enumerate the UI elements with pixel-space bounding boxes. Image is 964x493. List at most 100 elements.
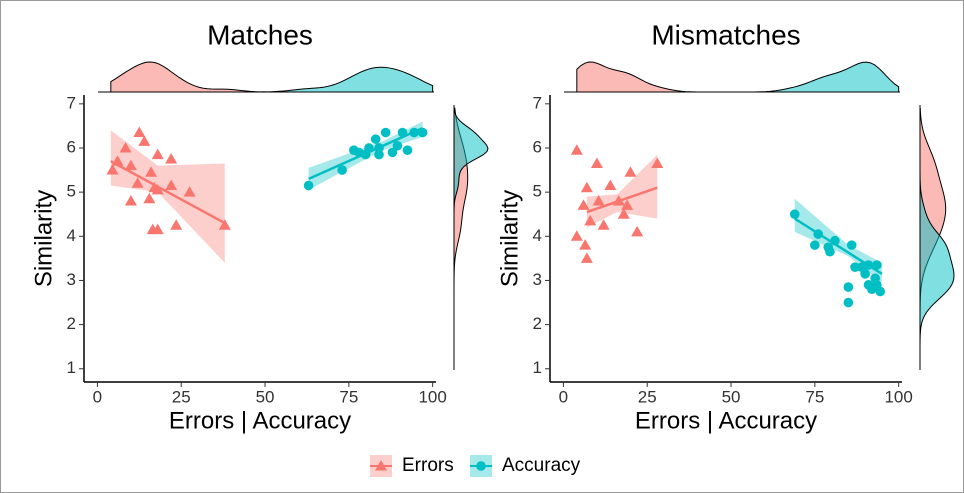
- legend-label: Accuracy: [502, 455, 581, 476]
- point: [380, 127, 391, 138]
- point: [133, 126, 146, 138]
- density-y: [919, 108, 955, 357]
- x-tick-label: 25: [172, 387, 191, 406]
- point: [364, 143, 374, 153]
- point: [183, 186, 196, 197]
- point: [570, 230, 583, 241]
- y-tick-label: 6: [67, 137, 76, 156]
- chart-title: Mismatches: [651, 19, 800, 50]
- point: [111, 155, 124, 166]
- point: [604, 179, 617, 191]
- point: [584, 214, 597, 226]
- y-tick-label: 4: [533, 226, 542, 245]
- y-tick-label: 7: [533, 93, 542, 112]
- point: [151, 183, 164, 195]
- y-tick-label: 6: [533, 137, 542, 156]
- confidence-band: [586, 154, 658, 228]
- point: [151, 223, 164, 235]
- point: [825, 246, 835, 257]
- point: [476, 461, 486, 471]
- point: [580, 181, 593, 193]
- point: [303, 180, 314, 191]
- point: [617, 208, 630, 219]
- point: [872, 280, 882, 290]
- y-tick-label: 1: [533, 358, 542, 377]
- x-axis-label: Errors | Accuracy: [635, 407, 817, 434]
- y-tick-label: 4: [67, 226, 76, 245]
- y-tick-label: 2: [533, 314, 542, 333]
- point: [624, 166, 637, 177]
- point: [402, 145, 413, 155]
- x-tick-label: 100: [884, 387, 912, 406]
- point: [374, 143, 384, 153]
- point: [843, 282, 854, 292]
- point: [165, 179, 178, 191]
- y-tick-label: 3: [533, 270, 542, 289]
- point: [131, 177, 144, 188]
- y-tick-label: 3: [67, 270, 76, 289]
- point: [138, 135, 151, 146]
- point: [810, 240, 820, 250]
- point: [387, 147, 398, 158]
- point: [337, 165, 347, 175]
- density-y: [453, 107, 489, 356]
- point: [124, 194, 137, 206]
- point: [143, 192, 156, 204]
- point: [592, 194, 605, 206]
- point: [392, 140, 403, 151]
- point: [374, 149, 384, 160]
- point: [145, 166, 158, 177]
- point: [417, 127, 428, 138]
- x-axis-label: Errors | Accuracy: [169, 407, 351, 434]
- point: [590, 157, 603, 168]
- point: [397, 127, 408, 138]
- y-tick-label: 1: [67, 358, 76, 377]
- point: [570, 144, 583, 155]
- point: [631, 225, 644, 237]
- point: [789, 209, 800, 220]
- confidence-band: [110, 130, 225, 263]
- point: [170, 219, 183, 230]
- point: [580, 252, 593, 263]
- point: [846, 240, 857, 250]
- point: [165, 153, 178, 164]
- y-axis-label: Similarity: [30, 190, 57, 287]
- legend-label: Errors: [402, 455, 454, 476]
- y-tick-label: 5: [67, 182, 76, 201]
- density-x: [110, 66, 434, 93]
- point: [370, 134, 381, 144]
- point: [119, 141, 132, 153]
- point: [375, 460, 387, 471]
- point: [872, 260, 882, 270]
- point: [651, 157, 664, 168]
- x-tick-label: 75: [339, 387, 358, 406]
- point: [106, 164, 119, 175]
- point: [218, 219, 231, 230]
- density-x: [576, 61, 900, 93]
- x-tick-label: 100: [418, 387, 446, 406]
- x-tick-label: 75: [805, 387, 824, 406]
- y-tick-label: 7: [67, 93, 76, 112]
- point: [830, 235, 840, 246]
- point: [597, 219, 610, 230]
- point: [612, 194, 625, 206]
- fit-line: [586, 186, 658, 214]
- y-tick-label: 2: [67, 314, 76, 333]
- x-tick-label: 50: [722, 387, 741, 406]
- point: [843, 297, 854, 308]
- fit-line: [110, 160, 226, 225]
- point: [863, 280, 874, 290]
- point: [124, 159, 137, 171]
- point: [151, 148, 164, 160]
- point: [813, 229, 823, 239]
- x-tick-label: 50: [256, 387, 275, 406]
- point: [860, 269, 870, 279]
- chart-title: Matches: [207, 19, 313, 50]
- point: [863, 260, 874, 270]
- point: [577, 199, 590, 210]
- point: [850, 262, 860, 273]
- y-axis-label: Similarity: [496, 190, 523, 287]
- point: [621, 199, 634, 210]
- point: [409, 127, 420, 138]
